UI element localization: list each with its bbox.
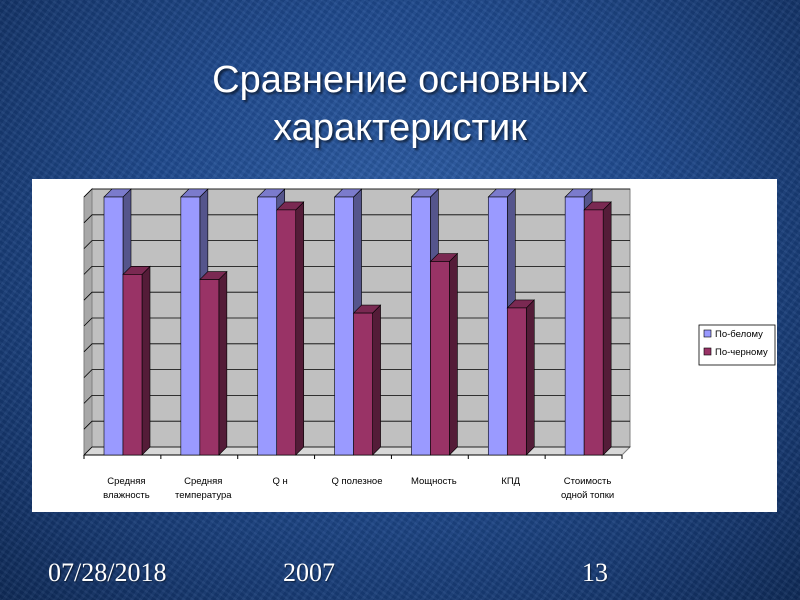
- x-tick-label: влажность: [103, 490, 150, 501]
- gridline: [83, 188, 630, 198]
- footer-date: 07/28/2018: [48, 558, 167, 587]
- x-tick-label: Средняя: [184, 476, 222, 487]
- bar-po-chernomu-side: [218, 270, 228, 456]
- x-tick-label: Мощность: [411, 476, 457, 487]
- bar-po-belomu: [564, 196, 585, 456]
- bar-po-belomu: [487, 196, 508, 456]
- bar-po-belomu: [257, 196, 278, 456]
- legend-label: По-черному: [715, 347, 768, 358]
- legend-label: По-белому: [715, 329, 763, 340]
- bar-po-chernomu-side: [449, 252, 458, 456]
- slide-title-line-1: Сравнение основных: [212, 59, 588, 101]
- bar-po-chernomu-side: [372, 304, 381, 456]
- bar-po-chernomu-side: [602, 201, 612, 456]
- bar-po-chernomu: [506, 307, 527, 456]
- slide-title: Сравнение основных характеристик: [0, 56, 800, 152]
- x-tick-label: температура: [175, 490, 232, 501]
- bar-po-belomu: [334, 196, 354, 456]
- chart-panel: Средняя влажность Средняя температура Q н Q п…: [32, 179, 777, 512]
- x-tick-label: Q н: [273, 476, 288, 487]
- bar-po-chernomu: [353, 312, 373, 456]
- bar-po-belomu: [103, 196, 124, 456]
- bar-po-belomu: [411, 196, 431, 456]
- x-tick-label: КПД: [501, 476, 520, 487]
- bar-chart: Средняя влажность Средняя температура Q н Q п…: [82, 187, 776, 501]
- x-tick-label: Средняя: [107, 476, 145, 487]
- bar-po-chernomu-side: [141, 265, 151, 456]
- footer-page-number: 13: [582, 558, 608, 587]
- bar-po-chernomu: [199, 279, 220, 456]
- legend-swatch: [703, 329, 712, 338]
- bar-po-chernomu: [122, 274, 143, 456]
- slide-title-line-2: характеристик: [273, 107, 527, 149]
- legend-box: [698, 324, 776, 366]
- bar-po-chernomu-side: [525, 299, 535, 456]
- gridline: [83, 214, 630, 224]
- x-tick-label: Стоимость: [564, 476, 612, 487]
- gridline: [83, 240, 630, 249]
- bar-po-chernomu: [430, 261, 450, 456]
- bar-po-chernomu-side: [295, 201, 305, 456]
- x-tick-label: Q полезное: [331, 476, 382, 487]
- bar-po-chernomu: [583, 209, 604, 456]
- legend-swatch: [703, 347, 712, 356]
- bar-po-chernomu: [276, 209, 297, 456]
- footer-year: 2007: [283, 558, 335, 587]
- bar-po-belomu: [180, 196, 201, 456]
- x-tick-label: одной топки: [561, 490, 614, 501]
